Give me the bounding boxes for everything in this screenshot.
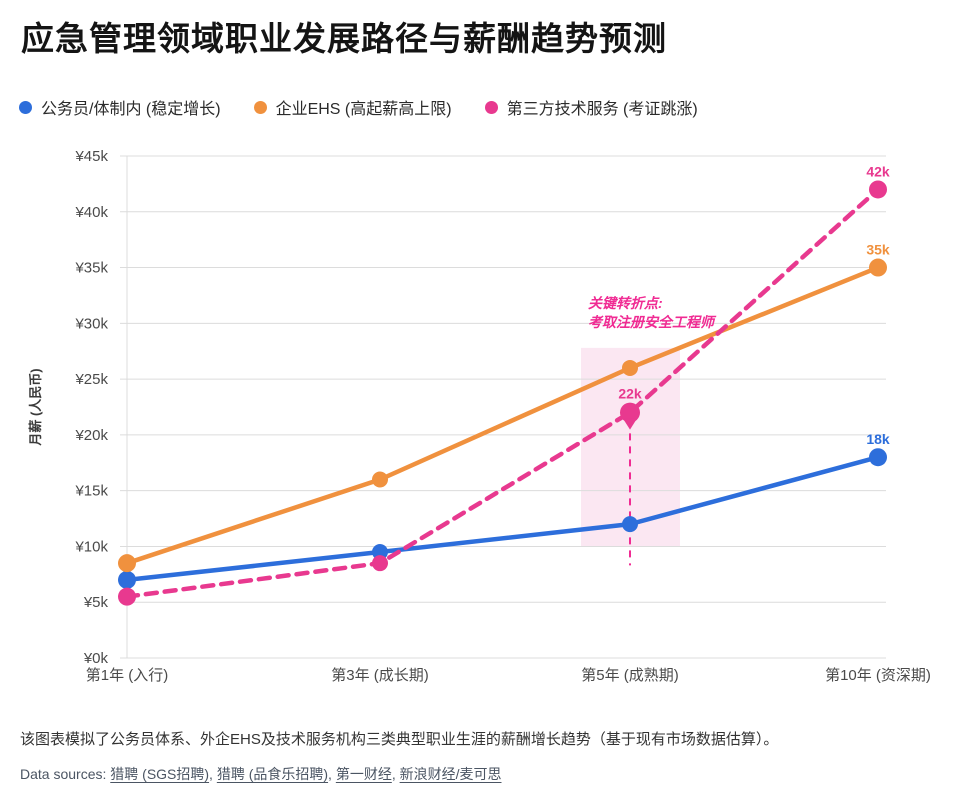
series-line-2 [124, 187, 881, 599]
data-sources-links: 猎聘 (SGS招聘), 猎聘 (品食乐招聘), 第一财经, 新浪财经/麦可思 [110, 766, 502, 782]
page-title: 应急管理领域职业发展路径与薪酬趋势预测 [21, 20, 667, 57]
point-value-label: 35k [866, 242, 890, 258]
data-point [372, 471, 388, 488]
legend-item-label: 第三方技术服务 (考证跳涨) [506, 101, 698, 118]
legend-item-ehs: 企业EHS (高起薪高上限) [253, 95, 452, 119]
legend-dot-blue-icon [19, 100, 32, 114]
data-source-link[interactable]: 猎聘 (品食乐招聘) [216, 766, 329, 782]
y-tick-label: ¥20k [74, 427, 108, 444]
data-point [869, 180, 887, 199]
y-tick-label: ¥25k [74, 371, 108, 388]
data-source-link[interactable]: 第一财经 [335, 766, 392, 782]
footer-note: 该图表模拟了公务员体系、外企EHS及技术服务机构三类典型职业生涯的薪酬增长趋势（… [20, 731, 779, 748]
series-line-0 [124, 454, 881, 583]
data-point [620, 402, 640, 423]
data-point [372, 555, 388, 572]
series-line-1 [124, 265, 881, 566]
legend-item-label: 公务员/体制内 (稳定增长) [41, 101, 221, 118]
data-source-link[interactable]: 新浪财经/麦可思 [399, 766, 502, 782]
data-source-link[interactable]: 猎聘 (SGS招聘) [110, 766, 210, 782]
point-value-label: 18k [866, 431, 890, 447]
data-sources: Data sources: 猎聘 (SGS招聘), 猎聘 (品食乐招聘), 第一… [20, 764, 502, 784]
x-tick-label: 第10年 (资深期) [825, 666, 931, 684]
point-value-label: 42k [866, 163, 890, 179]
annotation-line-1: 关键转折点: [588, 295, 663, 311]
annotation-line-2: 考取注册安全工程师 [588, 314, 717, 330]
legend-item-label: 企业EHS (高起薪高上限) [275, 101, 452, 118]
x-tick-label: 第3年 (成长期) [331, 666, 429, 684]
point-value-label: 22k [618, 386, 642, 402]
data-point [372, 544, 388, 561]
salary-trend-line-chart: ¥45k¥40k¥35k¥30k¥25k¥20k¥15k¥10k¥5k¥0k第1… [28, 148, 931, 684]
legend: 公务员/体制内 (稳定增长) 企业EHS (高起薪高上限) 第三方技术服务 (考… [19, 95, 698, 119]
y-tick-label: ¥5k [83, 594, 109, 611]
data-point [118, 554, 136, 573]
data-point [118, 570, 136, 589]
pin-pointer-icon [623, 418, 637, 430]
y-tick-label: ¥0k [83, 650, 109, 667]
data-sources-label: Data sources: [20, 766, 111, 782]
y-tick-label: ¥40k [74, 204, 108, 221]
y-tick-label: ¥35k [74, 260, 108, 277]
legend-dot-orange-icon [253, 100, 267, 114]
legend-item-third-party: 第三方技术服务 (考证跳涨) [484, 95, 698, 119]
data-point [869, 448, 887, 467]
data-point [118, 587, 136, 606]
data-point [869, 258, 887, 277]
x-tick-label: 第5年 (成熟期) [581, 666, 679, 684]
y-axis-title: 月薪 (人民币) [28, 368, 43, 446]
data-point [622, 359, 638, 376]
legend-item-civil-servant: 公务员/体制内 (稳定增长) [19, 95, 221, 119]
y-tick-label: ¥10k [74, 538, 108, 555]
x-tick-label: 第1年 (入行) [86, 666, 169, 684]
data-point [622, 516, 638, 533]
legend-dot-pink-icon [484, 100, 498, 114]
y-tick-label: ¥30k [74, 315, 108, 332]
y-tick-label: ¥15k [74, 483, 108, 500]
y-tick-label: ¥45k [74, 148, 108, 165]
